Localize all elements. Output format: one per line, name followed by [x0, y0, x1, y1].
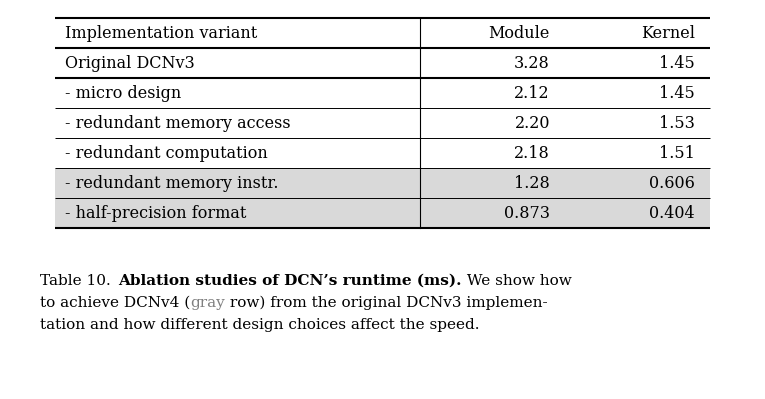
Text: 2.20: 2.20	[515, 115, 550, 132]
Text: Table 10.: Table 10.	[40, 274, 119, 288]
Text: 1.28: 1.28	[514, 174, 550, 192]
Text: 2.12: 2.12	[514, 85, 550, 101]
Text: Module: Module	[489, 24, 550, 41]
Bar	[55, 168, 710, 198]
Text: - redundant memory instr.: - redundant memory instr.	[65, 174, 278, 192]
Bar	[55, 198, 710, 228]
Text: Original DCNv3: Original DCNv3	[65, 55, 195, 71]
Text: Ablation studies of DCN’s runtime (ms).: Ablation studies of DCN’s runtime (ms).	[119, 274, 462, 288]
Text: - redundant computation: - redundant computation	[65, 144, 268, 162]
Text: - half-precision format: - half-precision format	[65, 205, 246, 221]
Text: - redundant memory access: - redundant memory access	[65, 115, 291, 132]
Text: 3.28: 3.28	[514, 55, 550, 71]
Text: 0.606: 0.606	[649, 174, 695, 192]
Text: - micro design: - micro design	[65, 85, 181, 101]
Text: gray: gray	[190, 296, 225, 310]
Text: row) from the original DCNv3 implemen-: row) from the original DCNv3 implemen-	[225, 296, 548, 310]
Text: 2.18: 2.18	[514, 144, 550, 162]
Text: 1.51: 1.51	[659, 144, 695, 162]
Text: tation and how different design choices affect the speed.: tation and how different design choices …	[40, 318, 480, 332]
Text: Implementation variant: Implementation variant	[65, 24, 257, 41]
Text: 0.404: 0.404	[649, 205, 695, 221]
Text: 0.873: 0.873	[504, 205, 550, 221]
Text: 1.45: 1.45	[659, 85, 695, 101]
Text: 1.53: 1.53	[659, 115, 695, 132]
Text: to achieve DCNv4 (: to achieve DCNv4 (	[40, 296, 190, 310]
Text: Kernel: Kernel	[641, 24, 695, 41]
Text: 1.45: 1.45	[659, 55, 695, 71]
Text: We show how: We show how	[462, 274, 571, 288]
